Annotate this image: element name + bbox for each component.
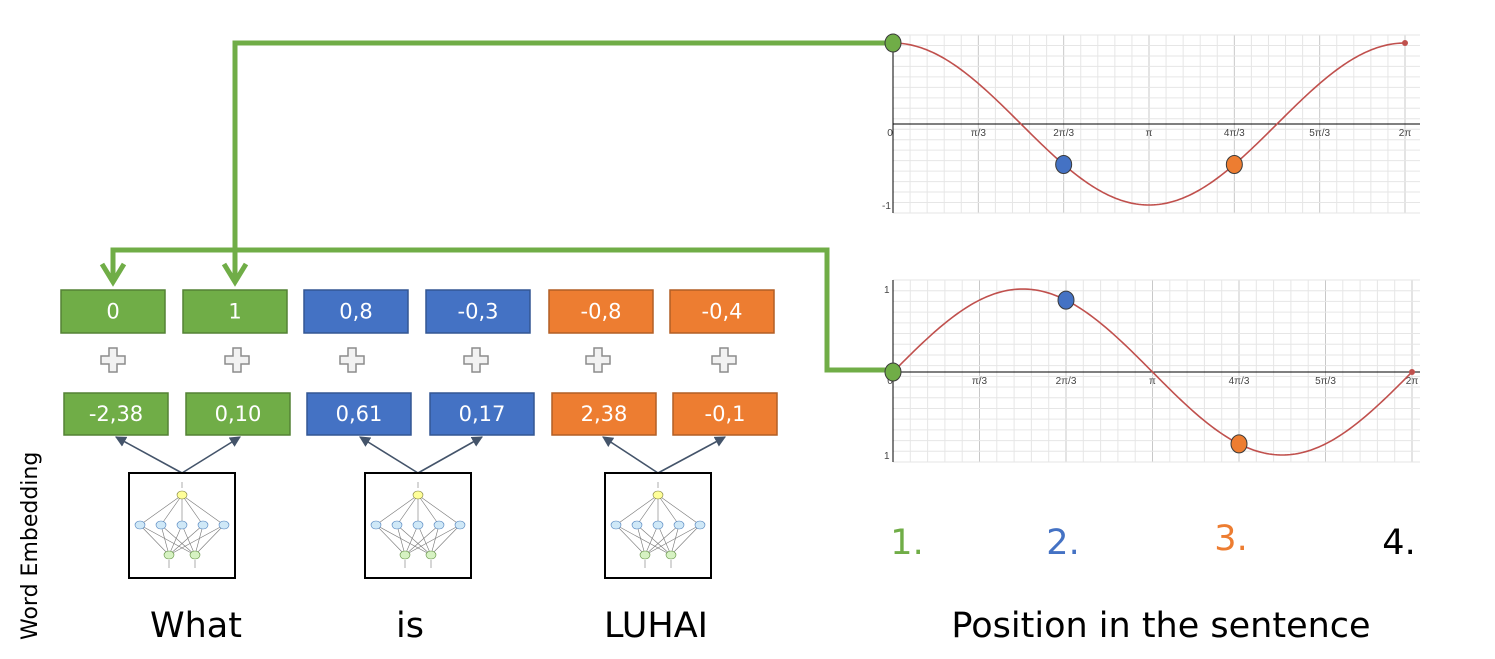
neural-network-icon-2 bbox=[364, 472, 472, 579]
position-label-3: 3. bbox=[1214, 519, 1247, 559]
pe-value-5: -0,8 bbox=[581, 300, 622, 324]
embedding-value-3: 0,61 bbox=[336, 402, 383, 426]
embedding-value-5: 2,38 bbox=[581, 402, 628, 426]
connector-cos-to-second-box bbox=[232, 40, 893, 280]
arrowhead-second-box bbox=[221, 262, 249, 287]
cos_chart-end-point bbox=[1402, 40, 1408, 46]
pe-box-5: -0,8 bbox=[548, 289, 654, 334]
sin_chart-y-tick-1: 1 bbox=[884, 451, 890, 462]
green-connectors bbox=[99, 40, 893, 373]
word-embedding-label: Word Embedding bbox=[18, 452, 43, 640]
network-arrow-1-2 bbox=[181, 436, 241, 474]
embedding-value-4: 0,17 bbox=[459, 402, 506, 426]
cos_chart-x-tick-5: 5π/3 bbox=[1309, 128, 1330, 139]
sin_chart-x-tick-0: 0 bbox=[887, 376, 893, 387]
plus-sign-1 bbox=[100, 347, 126, 373]
network-arrow-1-1 bbox=[115, 436, 183, 474]
word-what: What bbox=[150, 606, 242, 646]
cos_chart-x-tick-4: 4π/3 bbox=[1224, 128, 1245, 139]
connector-sin-to-first-box bbox=[110, 247, 893, 373]
sin_chart-x-tick-4: 4π/3 bbox=[1229, 376, 1250, 387]
cos_chart-x-tick-6: 2π bbox=[1399, 128, 1412, 139]
pe-value-3: 0,8 bbox=[339, 300, 372, 324]
position-label-4: 4. bbox=[1382, 523, 1415, 563]
network-arrow-3-1 bbox=[602, 436, 659, 474]
sin_chart-x-tick-6: 2π bbox=[1406, 376, 1419, 387]
plus-sign-3 bbox=[339, 347, 365, 373]
cos_chart-marker-1 bbox=[884, 33, 902, 53]
embedding-box-2: 0,10 bbox=[185, 392, 291, 436]
sin_chart-x-tick-3: π bbox=[1149, 376, 1156, 387]
cosine-chart: 0 π/3 2π/3 π 4π/3 5π/3 2π -1 bbox=[882, 34, 1420, 214]
position-label-1: 1. bbox=[890, 523, 923, 563]
pe-box-2: 1 bbox=[182, 289, 288, 334]
plus-sign-2 bbox=[224, 347, 250, 373]
embedding-box-6: -0,1 bbox=[672, 392, 778, 436]
pe-box-3: 0,8 bbox=[303, 289, 409, 334]
sin_chart-y-tick-0: 1 bbox=[884, 285, 890, 296]
plus-sign-6 bbox=[711, 347, 737, 373]
plus-sign-4 bbox=[463, 347, 489, 373]
pe-box-6: -0,4 bbox=[669, 289, 775, 334]
neural-network-icons bbox=[128, 472, 712, 579]
sin_chart-marker-1 bbox=[884, 362, 902, 382]
arrowhead-first-box bbox=[99, 262, 127, 287]
cos_chart-x-tick-0: 0 bbox=[887, 128, 893, 139]
neural-network-icon-3 bbox=[604, 472, 712, 579]
pe-box-4: -0,3 bbox=[425, 289, 531, 334]
network-arrows bbox=[115, 436, 726, 474]
embedding-value-1: -2,38 bbox=[89, 402, 143, 426]
pe-value-4: -0,3 bbox=[458, 300, 499, 324]
embedding-value-2: 0,10 bbox=[215, 402, 262, 426]
position-axis-label: Position in the sentence bbox=[951, 606, 1370, 646]
pe-box-1: 0 bbox=[60, 289, 166, 334]
sin_chart-end-point bbox=[1409, 369, 1415, 375]
embedding-box-1: -2,38 bbox=[63, 392, 169, 436]
network-arrow-2-1 bbox=[359, 436, 419, 474]
plus-sign-5 bbox=[585, 347, 611, 373]
embedding-box-4: 0,17 bbox=[429, 392, 535, 436]
cos_chart-x-tick-1: π/3 bbox=[971, 128, 987, 139]
cos_chart-x-tick-3: π bbox=[1146, 128, 1153, 139]
network-arrow-2-2 bbox=[417, 436, 483, 474]
sin_chart-x-tick-1: π/3 bbox=[972, 376, 988, 387]
word-is: is bbox=[396, 606, 424, 646]
embedding-box-3: 0,61 bbox=[306, 392, 412, 436]
word-luhai: LUHAI bbox=[604, 606, 708, 646]
sin_chart-curve bbox=[892, 288, 1413, 456]
network-arrow-3-2 bbox=[657, 436, 726, 474]
sine-chart: 0 π/3 2π/3 π 4π/3 5π/3 2π 1 1 bbox=[884, 279, 1420, 463]
embedding-box-5: 2,38 bbox=[551, 392, 657, 436]
sin_chart-x-tick-5: 5π/3 bbox=[1315, 376, 1336, 387]
pe-value-1: 0 bbox=[106, 300, 119, 324]
sin_chart-grid bbox=[892, 279, 1420, 463]
neural-network-icon-1 bbox=[128, 472, 236, 579]
pe-value-6: -0,4 bbox=[702, 300, 743, 324]
cos_chart-y-tick-0: -1 bbox=[882, 201, 891, 212]
sin_chart-marker-3 bbox=[1230, 434, 1248, 454]
plus-sign-row bbox=[100, 347, 737, 373]
cos_chart-x-tick-2: 2π/3 bbox=[1053, 128, 1074, 139]
cos_chart-marker-2 bbox=[1055, 155, 1073, 175]
embedding-row: -2,38 0,10 0,61 0,17 2,38 -0,1 bbox=[63, 392, 778, 436]
position-label-2: 2. bbox=[1046, 523, 1079, 563]
sin_chart-marker-2 bbox=[1057, 290, 1075, 310]
positional-encoding-row: 0 1 0,8 -0,3 -0,8 -0,4 bbox=[60, 289, 775, 334]
cos_chart-marker-3 bbox=[1225, 154, 1243, 174]
sin_chart-x-tick-2: 2π/3 bbox=[1056, 376, 1077, 387]
pe-value-2: 1 bbox=[228, 300, 241, 324]
cos_chart-curve bbox=[892, 42, 1406, 206]
embedding-value-6: -0,1 bbox=[705, 402, 746, 426]
